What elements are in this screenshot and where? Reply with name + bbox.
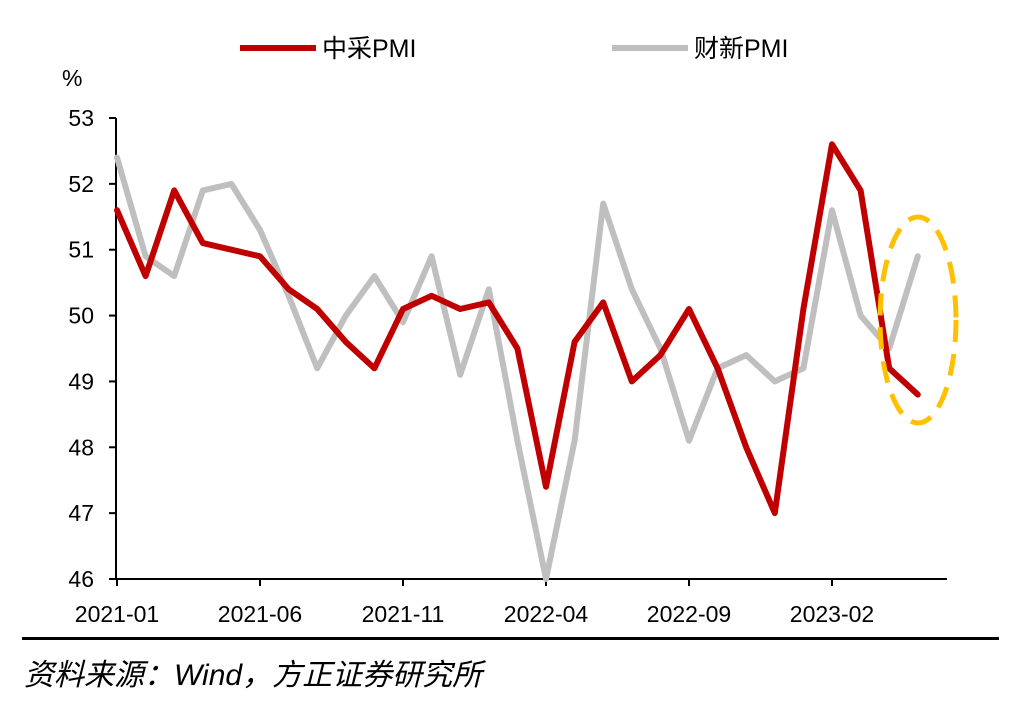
footer-divider <box>22 637 999 640</box>
x-tick-label: 2021-01 <box>75 601 159 627</box>
x-axis-ticks: 2021-01 2021-06 2021-11 2022-04 2022-09 2023-… <box>75 579 874 627</box>
y-tick-label: 50 <box>68 303 94 329</box>
x-tick-label: 2023-02 <box>790 601 874 627</box>
legend-label-zhongcai: 中采PMI <box>322 35 416 63</box>
series-layer <box>114 141 921 582</box>
x-tick-label: 2022-09 <box>647 601 731 627</box>
x-tick-label: 2021-11 <box>362 601 445 627</box>
x-tick-label: 2021-06 <box>218 601 302 627</box>
y-axis-unit: % <box>62 65 82 91</box>
series-line-zhongcai-pmi <box>114 141 921 517</box>
series-line-caixin-pmi <box>114 154 921 582</box>
x-tick-label: 2022-04 <box>504 601 589 627</box>
source-note: 资料来源：Wind，方正证券研究所 <box>24 659 483 692</box>
highlight-ellipse <box>877 214 959 426</box>
legend-label-caixin: 财新PMI <box>694 35 788 63</box>
y-tick-label: 51 <box>68 237 94 263</box>
y-axis-ticks: 46 47 48 49 50 51 52 53 <box>68 105 116 592</box>
legend: 中采PMI 财新PMI <box>240 35 788 63</box>
y-tick-label: 46 <box>68 566 94 592</box>
y-tick-label: 52 <box>68 171 94 197</box>
y-tick-label: 49 <box>68 368 94 394</box>
y-tick-label: 48 <box>68 434 94 460</box>
y-tick-label: 47 <box>68 500 94 526</box>
y-tick-label: 53 <box>68 105 94 131</box>
